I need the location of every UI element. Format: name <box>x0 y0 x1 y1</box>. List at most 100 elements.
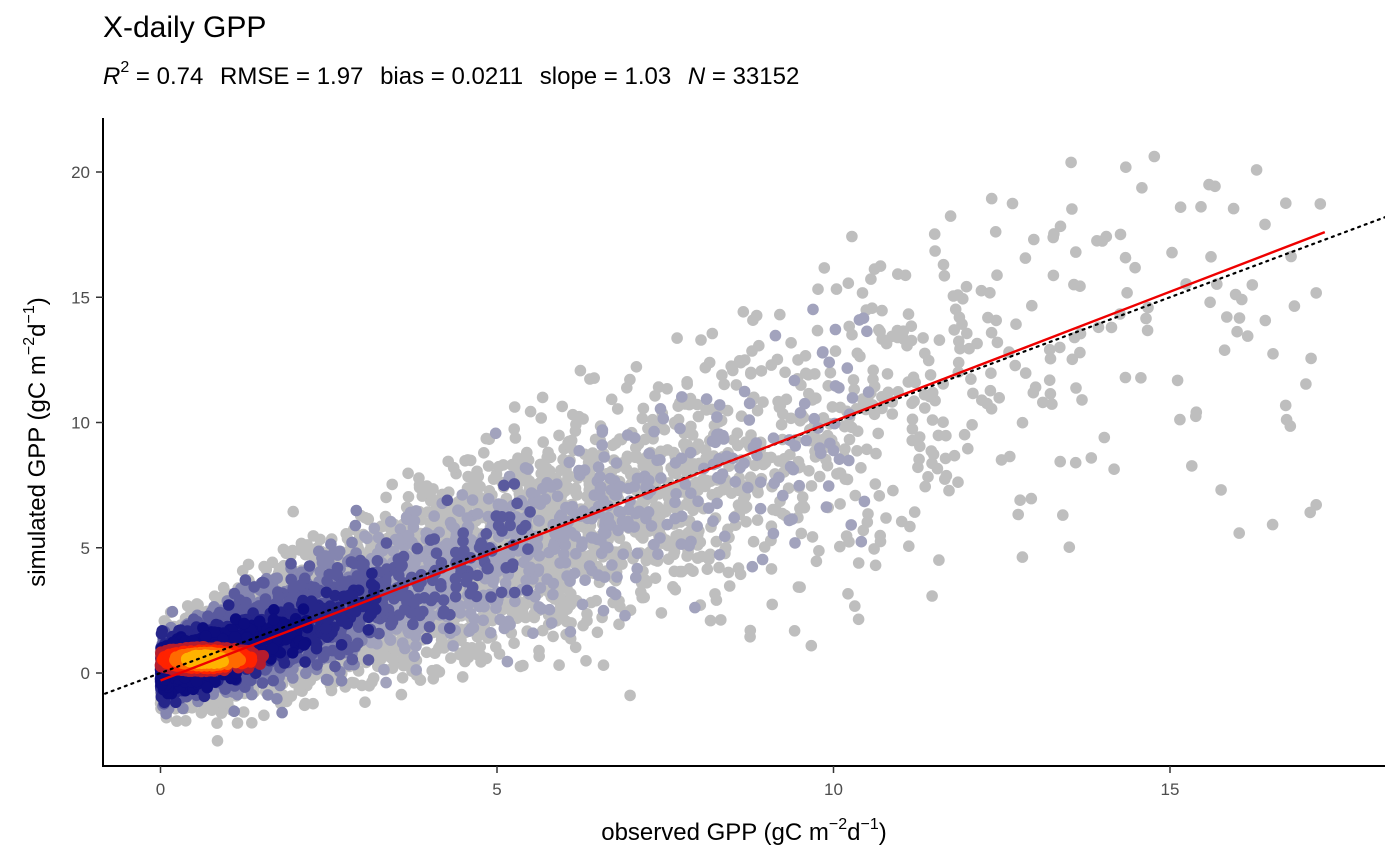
data-point <box>876 304 888 317</box>
data-point <box>919 402 931 414</box>
data-points <box>154 150 1327 747</box>
data-point <box>562 481 574 494</box>
data-point <box>652 381 665 393</box>
n-symbol: N <box>687 63 706 90</box>
data-point <box>1233 312 1246 324</box>
data-point <box>985 367 997 380</box>
data-point <box>630 449 642 462</box>
data-point <box>995 454 1008 466</box>
n-value: = 33152 <box>711 63 800 90</box>
data-point <box>985 326 998 339</box>
data-point <box>779 366 791 379</box>
data-point <box>706 327 719 340</box>
data-point <box>717 484 729 496</box>
data-point <box>668 548 680 561</box>
data-point <box>739 354 751 366</box>
data-point <box>1221 311 1233 323</box>
data-point <box>1190 406 1203 419</box>
data-point <box>1046 398 1058 410</box>
data-point <box>943 484 955 497</box>
data-point <box>908 506 921 518</box>
data-point <box>536 624 549 637</box>
data-point <box>1129 261 1141 274</box>
data-point <box>581 608 593 620</box>
data-point <box>747 535 760 548</box>
data-point <box>1284 420 1297 432</box>
data-point <box>926 590 938 602</box>
data-point <box>1014 494 1026 507</box>
data-point <box>580 655 592 667</box>
data-point <box>1218 344 1231 357</box>
r2-value: = 0.74 <box>135 63 204 90</box>
data-point <box>867 364 879 377</box>
data-point <box>413 472 425 484</box>
data-point <box>723 580 736 592</box>
data-point <box>442 455 455 468</box>
data-point <box>765 451 777 464</box>
data-point <box>283 546 296 559</box>
data-point <box>1250 164 1263 176</box>
data-point <box>952 476 964 489</box>
data-point <box>1211 278 1223 290</box>
data-point <box>1085 452 1098 464</box>
data-point <box>803 465 815 477</box>
data-point <box>1057 509 1069 521</box>
data-point <box>1019 252 1032 264</box>
data-point <box>803 387 815 400</box>
data-point <box>611 403 624 415</box>
data-point <box>993 392 1005 404</box>
data-point <box>912 461 924 474</box>
data-point <box>965 373 977 385</box>
data-point <box>1279 399 1292 412</box>
data-point <box>1195 201 1207 213</box>
data-point <box>1026 299 1038 312</box>
data-point <box>966 419 978 431</box>
data-point <box>829 345 842 357</box>
data-point <box>906 397 918 410</box>
data-point <box>701 563 714 575</box>
data-point <box>924 369 937 381</box>
data-point <box>380 491 392 504</box>
data-point <box>975 284 988 297</box>
data-point <box>658 423 671 436</box>
data-point <box>1012 508 1024 521</box>
data-point <box>211 735 224 747</box>
data-point <box>856 287 869 299</box>
data-point <box>1259 314 1272 327</box>
data-point <box>811 324 824 337</box>
data-point <box>294 544 306 556</box>
data-point <box>1186 460 1198 472</box>
data-point <box>211 717 223 729</box>
data-point <box>813 545 825 557</box>
data-point <box>933 554 945 566</box>
data-point <box>892 268 904 280</box>
data-point <box>931 462 944 475</box>
data-point <box>991 336 1004 349</box>
data-point <box>687 565 699 577</box>
data-point <box>462 470 474 483</box>
data-point <box>737 493 750 506</box>
data-point <box>420 646 433 659</box>
data-point <box>569 425 582 437</box>
data-point <box>813 470 826 483</box>
data-point <box>1016 416 1029 429</box>
data-point <box>874 535 887 548</box>
data-point <box>984 384 997 397</box>
data-point <box>1044 388 1057 400</box>
data-point <box>1119 371 1132 384</box>
data-point <box>1043 343 1056 356</box>
data-point <box>925 445 938 457</box>
data-point <box>922 354 935 367</box>
data-point <box>1121 287 1133 299</box>
data-point <box>901 339 913 352</box>
data-point <box>716 369 728 381</box>
data-point <box>928 228 941 240</box>
data-point <box>1054 455 1066 468</box>
data-point <box>1119 251 1132 264</box>
data-point <box>636 412 649 425</box>
data-point <box>215 707 228 719</box>
data-point <box>851 445 863 457</box>
data-point <box>597 659 610 671</box>
data-point <box>933 334 946 346</box>
data-point <box>1166 246 1178 259</box>
